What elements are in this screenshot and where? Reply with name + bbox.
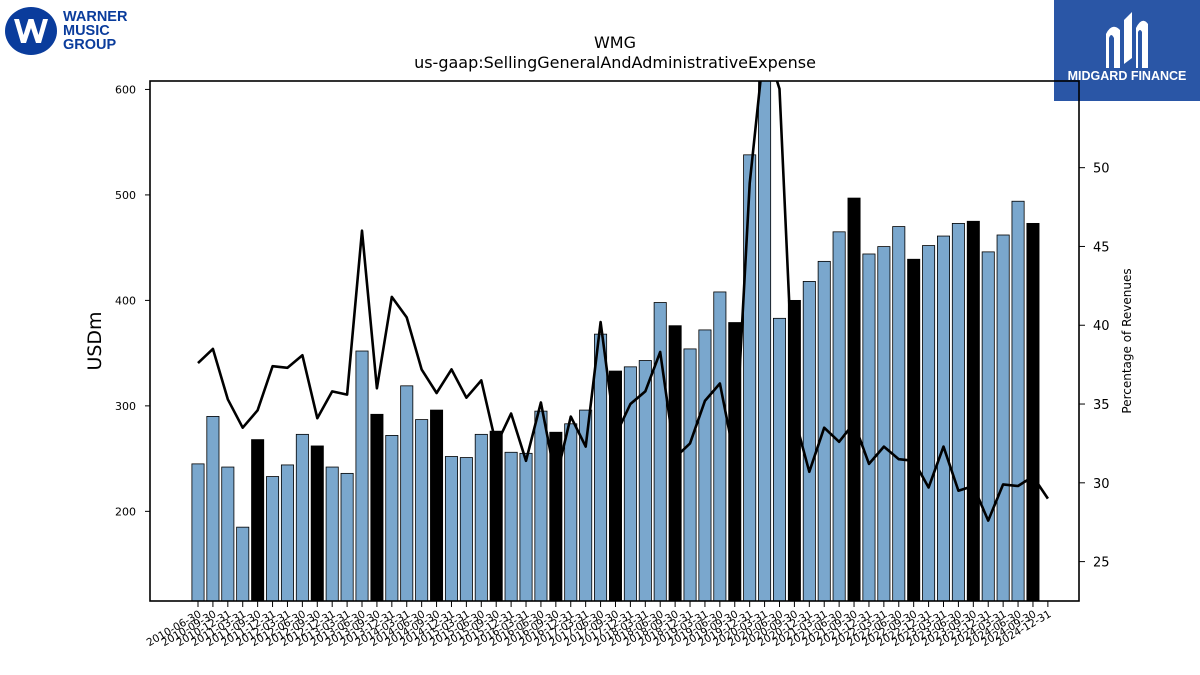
logo-line-1: WARNER xyxy=(63,9,128,25)
bar-quarter xyxy=(802,281,816,601)
bar-quarter xyxy=(758,81,772,601)
y2-tick-label: 30 xyxy=(1093,477,1110,492)
bar-annual xyxy=(549,431,563,601)
logo-line-3: GROUP xyxy=(63,37,117,53)
y-tick-label: 200 xyxy=(115,505,136,518)
right-axis-ticks: 25 30 35 40 45 50 xyxy=(1079,162,1110,571)
percentage-line-series xyxy=(197,81,1049,522)
bar-quarter xyxy=(981,251,995,601)
bar-quarter xyxy=(772,317,786,601)
bar-quarter xyxy=(191,463,205,601)
bar-quarter xyxy=(444,456,458,601)
bar-quarter xyxy=(922,245,936,601)
y2-tick-label: 35 xyxy=(1093,398,1110,413)
bar-quarter xyxy=(579,409,593,601)
bar-quarter xyxy=(400,385,414,601)
bar-annual xyxy=(1026,222,1040,601)
bar-quarter xyxy=(534,410,548,601)
bar-quarter xyxy=(385,435,399,601)
y-tick-label: 500 xyxy=(115,189,136,202)
bar-quarter xyxy=(206,416,220,601)
bar-annual xyxy=(668,325,682,601)
bar-quarter xyxy=(623,366,637,601)
bar-quarter xyxy=(564,423,578,601)
bar-quarter xyxy=(325,466,339,601)
bar-quarter xyxy=(280,464,294,601)
midgard-logo-mark xyxy=(1106,12,1148,68)
y2-tick-label: 50 xyxy=(1093,162,1110,177)
bar-quarter xyxy=(832,231,846,601)
bar-quarter xyxy=(474,433,488,601)
bar-quarter xyxy=(340,472,354,601)
plot-area-frame xyxy=(149,80,1080,602)
bar-quarter xyxy=(236,526,250,601)
wmg-logo-w xyxy=(14,19,48,43)
y2-tick-label: 40 xyxy=(1093,319,1110,334)
bar-annual xyxy=(847,197,861,601)
bar-quarter xyxy=(266,476,280,601)
y-axis-label: USDm xyxy=(84,311,106,370)
bar-quarter xyxy=(519,452,533,601)
left-axis-ticks: 200 300 400 500 600 xyxy=(115,83,150,518)
y-tick-label: 300 xyxy=(115,400,136,413)
bar-quarter xyxy=(698,329,712,601)
bar-annual xyxy=(907,258,921,601)
y2-tick-label: 45 xyxy=(1093,240,1110,255)
bar-quarter xyxy=(996,234,1010,601)
bar-quarter xyxy=(877,246,891,601)
bar-annual xyxy=(251,439,265,601)
logo-line-2: MUSIC xyxy=(63,23,110,39)
percentage-of-revenues-line xyxy=(197,81,1049,522)
bar-quarter xyxy=(653,302,667,601)
bar-quarter xyxy=(459,457,473,601)
bar-annual xyxy=(966,220,980,601)
y2-axis-label: Percentage of Revenues xyxy=(1120,268,1134,413)
bar-annual xyxy=(310,445,324,601)
chart-subtitle: us-gaap:SellingGeneralAndAdministrativeE… xyxy=(414,53,816,72)
y-tick-label: 600 xyxy=(115,83,136,96)
bar-quarter xyxy=(355,350,369,601)
x-axis-ticks: 2010-06-302010-09-302010-12-312011-03-31… xyxy=(145,601,1053,649)
bar-annual xyxy=(430,409,444,601)
warner-music-group-logo: WARNER MUSIC GROUP xyxy=(4,4,144,58)
bar-quarter xyxy=(951,222,965,601)
bar-quarter xyxy=(504,451,518,601)
bar-quarter xyxy=(1011,200,1025,601)
bar-quarter xyxy=(594,333,608,601)
midgard-finance-logo: MIDGARD FINANCE xyxy=(1054,0,1200,101)
bar-series xyxy=(191,81,1040,601)
bar-quarter xyxy=(713,291,727,601)
bar-quarter xyxy=(295,433,309,601)
bar-quarter xyxy=(892,226,906,601)
y2-tick-label: 25 xyxy=(1093,556,1110,571)
bar-quarter xyxy=(862,253,876,601)
bar-annual xyxy=(370,413,384,601)
watermark-text: MIDGARD FINANCE xyxy=(1068,69,1187,83)
y-tick-label: 400 xyxy=(115,294,136,307)
bar-annual xyxy=(489,430,503,601)
bar-quarter xyxy=(743,154,757,601)
chart-title: WMG xyxy=(593,33,637,52)
bar-quarter xyxy=(221,466,235,601)
bar-quarter xyxy=(937,235,951,601)
bar-quarter xyxy=(415,419,429,601)
bar-quarter xyxy=(683,348,697,601)
bar-quarter xyxy=(638,360,652,601)
